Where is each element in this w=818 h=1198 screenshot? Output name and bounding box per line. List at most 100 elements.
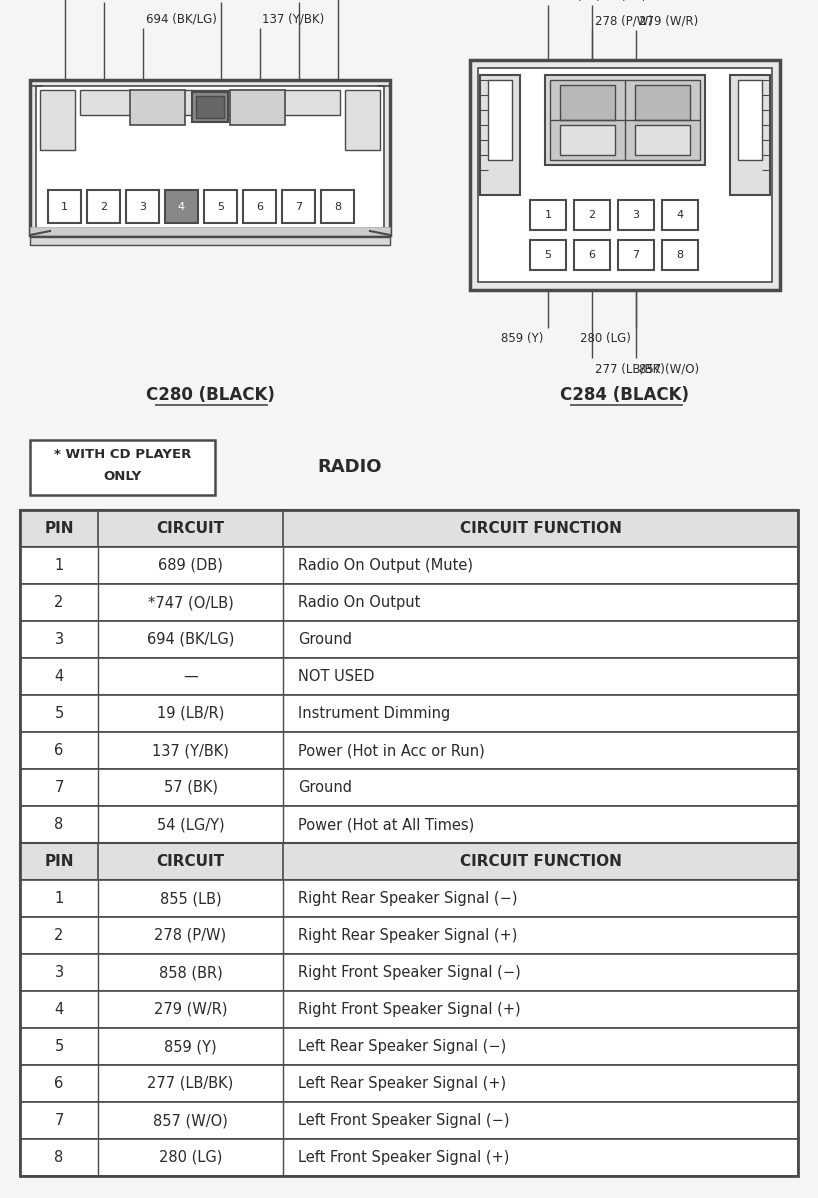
Bar bbox=[20, 954, 798, 991]
Text: 5: 5 bbox=[54, 1039, 64, 1054]
Bar bbox=[20, 881, 798, 916]
Bar bbox=[80, 90, 340, 115]
Bar bbox=[20, 510, 798, 547]
Text: CIRCUIT: CIRCUIT bbox=[156, 521, 225, 536]
Bar bbox=[20, 695, 798, 732]
Text: Left Rear Speaker Signal (+): Left Rear Speaker Signal (+) bbox=[298, 1076, 506, 1091]
Bar bbox=[40, 90, 75, 150]
Bar bbox=[470, 60, 780, 290]
Text: 8: 8 bbox=[54, 817, 64, 831]
Text: 857 (W/O): 857 (W/O) bbox=[639, 362, 699, 375]
Text: CIRCUIT FUNCTION: CIRCUIT FUNCTION bbox=[460, 854, 622, 869]
Text: 7: 7 bbox=[632, 250, 640, 260]
Text: Right Front Speaker Signal (+): Right Front Speaker Signal (+) bbox=[298, 1002, 520, 1017]
Text: 3: 3 bbox=[632, 210, 640, 220]
Text: C280 (BLACK): C280 (BLACK) bbox=[146, 386, 274, 404]
Bar bbox=[20, 658, 798, 695]
Text: 1: 1 bbox=[54, 891, 64, 906]
Bar bbox=[560, 125, 615, 155]
Bar bbox=[20, 843, 798, 881]
Bar bbox=[635, 85, 690, 120]
Text: 280 (LG): 280 (LG) bbox=[159, 1150, 222, 1164]
Bar bbox=[662, 240, 698, 270]
Bar bbox=[20, 806, 798, 843]
Text: 857 (W/O): 857 (W/O) bbox=[153, 1113, 228, 1129]
Bar bbox=[545, 75, 705, 165]
Text: 2: 2 bbox=[588, 210, 596, 220]
Text: 1: 1 bbox=[545, 210, 551, 220]
Bar bbox=[345, 90, 380, 150]
Text: 859 (Y): 859 (Y) bbox=[164, 1039, 217, 1054]
Text: Left Front Speaker Signal (+): Left Front Speaker Signal (+) bbox=[298, 1150, 510, 1164]
Bar bbox=[20, 547, 798, 583]
Bar bbox=[574, 240, 610, 270]
Text: 694 (BK/LG): 694 (BK/LG) bbox=[146, 633, 234, 647]
Bar bbox=[20, 510, 798, 1176]
Text: 279 (W/R): 279 (W/R) bbox=[154, 1002, 227, 1017]
Bar bbox=[560, 85, 615, 120]
Bar bbox=[635, 125, 690, 155]
Bar bbox=[618, 200, 654, 230]
Text: Radio On Output: Radio On Output bbox=[298, 595, 420, 610]
Text: 5: 5 bbox=[54, 706, 64, 721]
Bar bbox=[20, 916, 798, 954]
Bar bbox=[196, 96, 224, 117]
Text: Instrument Dimming: Instrument Dimming bbox=[298, 706, 450, 721]
Bar bbox=[282, 190, 315, 223]
Text: 694 (BK/LG): 694 (BK/LG) bbox=[146, 13, 217, 26]
Bar bbox=[192, 92, 228, 122]
Text: 279 (W/R): 279 (W/R) bbox=[639, 16, 699, 28]
Text: 3: 3 bbox=[139, 201, 146, 212]
Text: 859 (Y): 859 (Y) bbox=[501, 332, 543, 345]
Text: 5: 5 bbox=[545, 250, 551, 260]
Bar bbox=[230, 90, 285, 125]
Bar bbox=[20, 583, 798, 621]
Text: 19 (LB/R): 19 (LB/R) bbox=[157, 706, 224, 721]
Text: Right Rear Speaker Signal (+): Right Rear Speaker Signal (+) bbox=[298, 928, 517, 943]
Text: RADIO: RADIO bbox=[317, 458, 382, 476]
Text: 4: 4 bbox=[54, 1002, 64, 1017]
Text: 8: 8 bbox=[334, 201, 341, 212]
Bar bbox=[618, 240, 654, 270]
Text: 4: 4 bbox=[676, 210, 684, 220]
Bar bbox=[488, 80, 512, 161]
Bar bbox=[126, 190, 159, 223]
Bar bbox=[130, 90, 185, 125]
Text: 280 (LG): 280 (LG) bbox=[580, 332, 631, 345]
Text: Ground: Ground bbox=[298, 780, 352, 795]
Text: 278 (P/W): 278 (P/W) bbox=[595, 16, 653, 28]
Text: 6: 6 bbox=[54, 743, 64, 758]
Text: 54 (LG/Y): 54 (LG/Y) bbox=[157, 817, 224, 831]
Bar bbox=[20, 1102, 798, 1139]
Text: 4: 4 bbox=[54, 668, 64, 684]
Text: C284 (BLACK): C284 (BLACK) bbox=[560, 386, 690, 404]
Text: 137 (Y/BK): 137 (Y/BK) bbox=[263, 13, 325, 26]
Text: 7: 7 bbox=[295, 201, 302, 212]
Text: 2: 2 bbox=[100, 201, 107, 212]
Bar bbox=[530, 200, 566, 230]
Text: 855 (LB): 855 (LB) bbox=[551, 0, 600, 4]
Text: Left Rear Speaker Signal (−): Left Rear Speaker Signal (−) bbox=[298, 1039, 506, 1054]
Text: Radio On Output (Mute): Radio On Output (Mute) bbox=[298, 558, 473, 573]
Bar bbox=[574, 200, 610, 230]
Text: PIN: PIN bbox=[44, 521, 74, 536]
Bar bbox=[480, 75, 520, 195]
Text: Ground: Ground bbox=[298, 633, 352, 647]
Bar bbox=[243, 190, 276, 223]
Bar bbox=[30, 440, 215, 495]
Text: Right Rear Speaker Signal (−): Right Rear Speaker Signal (−) bbox=[298, 891, 518, 906]
Bar bbox=[30, 226, 390, 235]
Text: 858 (BR): 858 (BR) bbox=[595, 0, 646, 4]
Text: 2: 2 bbox=[54, 595, 64, 610]
Text: 277 (LB/BK): 277 (LB/BK) bbox=[147, 1076, 234, 1091]
Text: 855 (LB): 855 (LB) bbox=[160, 891, 222, 906]
Bar bbox=[730, 75, 770, 195]
Text: 689 (DB): 689 (DB) bbox=[158, 558, 223, 573]
Bar bbox=[550, 80, 700, 161]
Text: * WITH CD PLAYER: * WITH CD PLAYER bbox=[54, 448, 191, 460]
Bar bbox=[321, 190, 354, 223]
Text: 4: 4 bbox=[178, 201, 185, 212]
Text: ONLY: ONLY bbox=[103, 470, 142, 483]
Text: PIN: PIN bbox=[44, 854, 74, 869]
Text: 8: 8 bbox=[676, 250, 684, 260]
